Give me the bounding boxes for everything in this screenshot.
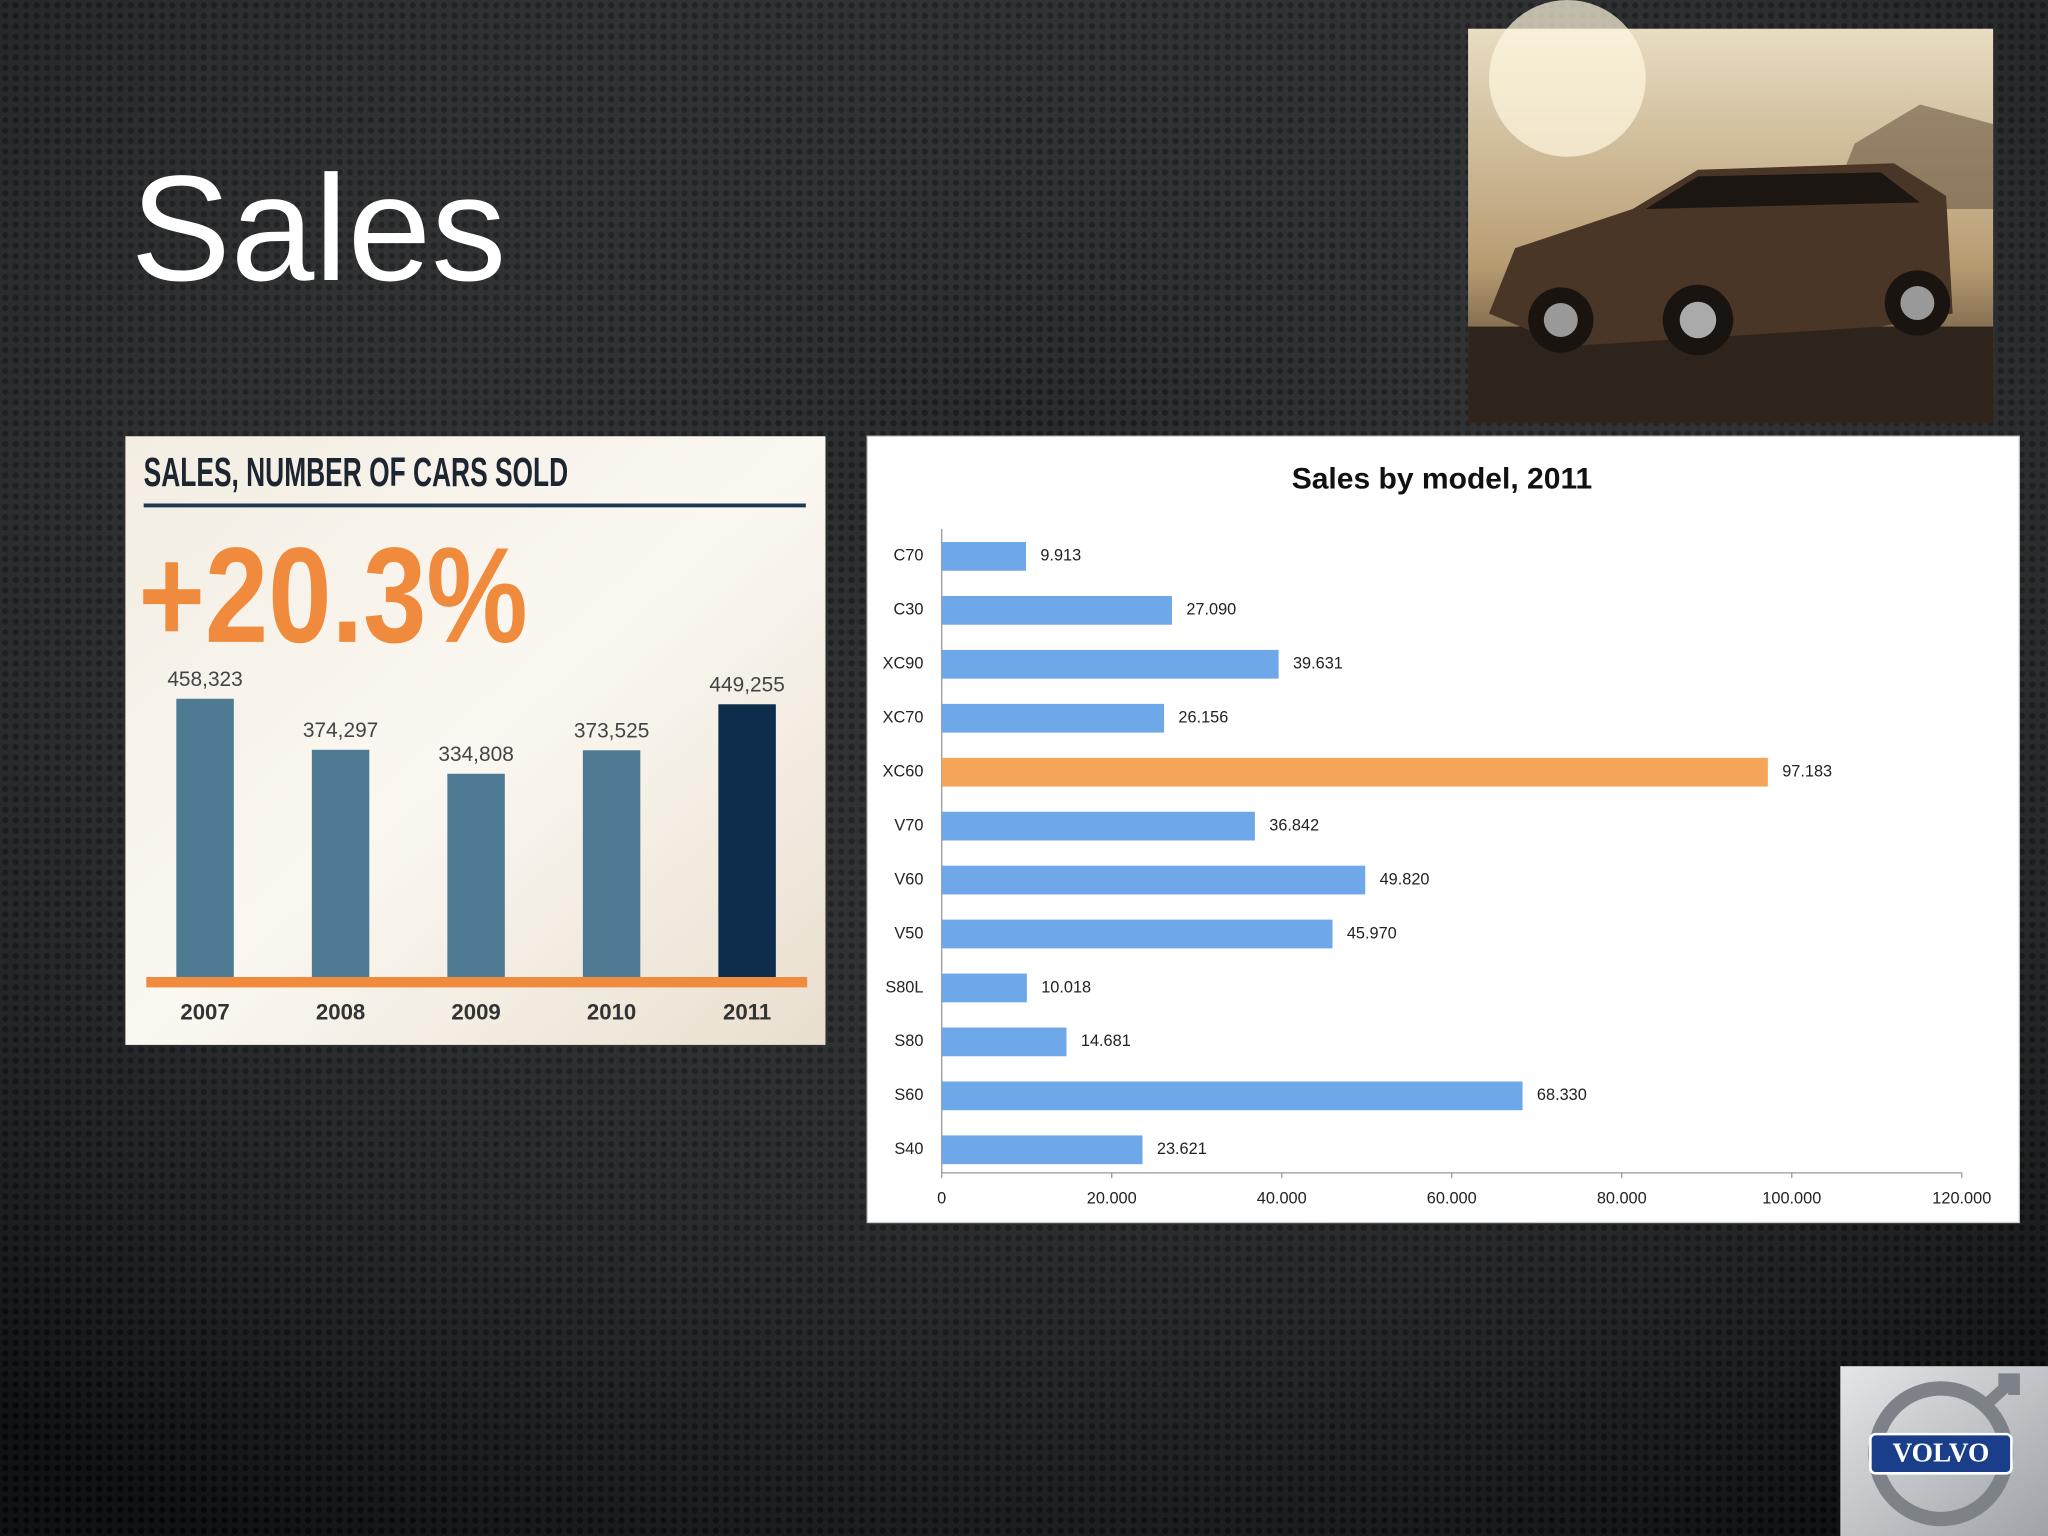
value-label: 10.018 (1041, 978, 1091, 996)
bar (941, 703, 1165, 733)
x-tick-label: 60.000 (1427, 1189, 1477, 1207)
bar (941, 1027, 1067, 1057)
chart-panel: SALES, NUMBER OF CARS SOLD +20.3% 458,32… (125, 436, 826, 1045)
logo: VOLVO (1840, 1366, 2048, 1536)
value-label: 23.621 (1157, 1140, 1207, 1158)
value-label: 373,525 (574, 719, 649, 742)
x-tick-label: 2011 (723, 999, 771, 1024)
chart-title: SALES, NUMBER OF CARS SOLD (144, 449, 568, 495)
x-tick-label: 20.000 (1087, 1189, 1137, 1207)
value-label: 49.820 (1380, 870, 1430, 888)
y-tick-label: V70 (894, 816, 923, 834)
value-label: 449,255 (709, 674, 784, 697)
bar (941, 865, 1366, 895)
value-label: 39.631 (1293, 655, 1343, 673)
x-tick-label: 2010 (587, 999, 636, 1024)
value-label: 68.330 (1537, 1086, 1587, 1104)
chart-panel: Sales by model, 2011 0 20.000 40.000 60.000… (866, 435, 2020, 1224)
x-tick-label: 0 (937, 1189, 946, 1207)
car-photo (1468, 0, 1994, 424)
x-tick-label: 120.000 (1932, 1189, 1991, 1207)
x-tick-label: 2008 (316, 999, 365, 1024)
value-label: 27.090 (1186, 601, 1236, 619)
value-label: 374,297 (303, 719, 378, 742)
bar (941, 1135, 1143, 1165)
y-tick-label: V60 (894, 870, 923, 888)
x-tick-label: 80.000 (1597, 1189, 1647, 1207)
value-label: 26.156 (1178, 709, 1228, 727)
y-tick-label: C70 (893, 547, 923, 565)
bar (718, 704, 776, 977)
x-tick-label: 2007 (180, 999, 229, 1024)
value-label: 97.183 (1782, 762, 1832, 780)
bar (582, 750, 641, 977)
value-label: 36.842 (1269, 816, 1319, 834)
y-tick-label: XC60 (883, 762, 924, 780)
bar (447, 773, 505, 977)
bar (941, 595, 1172, 625)
bar (176, 698, 234, 977)
y-tick-label: S40 (894, 1140, 923, 1158)
bar (941, 649, 1279, 679)
bar (941, 542, 1026, 571)
annotation: +20.3% (138, 519, 527, 671)
y-tick-label: XC70 (883, 709, 924, 727)
value-label: 9.913 (1040, 547, 1081, 565)
y-tick-label: C30 (893, 601, 923, 619)
x-tick-label: 2009 (451, 999, 500, 1024)
slide-title: Sales (131, 144, 507, 312)
x-tick-label: 40.000 (1257, 1189, 1307, 1207)
y-tick-label: V50 (894, 924, 923, 942)
value-label: 14.681 (1081, 1032, 1131, 1050)
bar (941, 757, 1768, 787)
bar (941, 973, 1027, 1003)
value-label: 45.970 (1347, 924, 1397, 942)
bar (941, 919, 1333, 949)
y-tick-label: S60 (894, 1086, 923, 1104)
chart-title: Sales by model, 2011 (1292, 463, 1593, 496)
value-label: 458,323 (167, 668, 242, 691)
value-label: 334,808 (438, 743, 513, 766)
y-tick-label: S80L (885, 978, 923, 996)
y-tick-label: S80 (894, 1032, 923, 1050)
bar (311, 749, 370, 977)
x-tick-label: 100.000 (1762, 1189, 1821, 1207)
bar (941, 811, 1255, 841)
y-tick-label: XC90 (883, 655, 924, 673)
bar (941, 1081, 1523, 1111)
logo-text: VOLVO (1892, 1437, 1989, 1467)
